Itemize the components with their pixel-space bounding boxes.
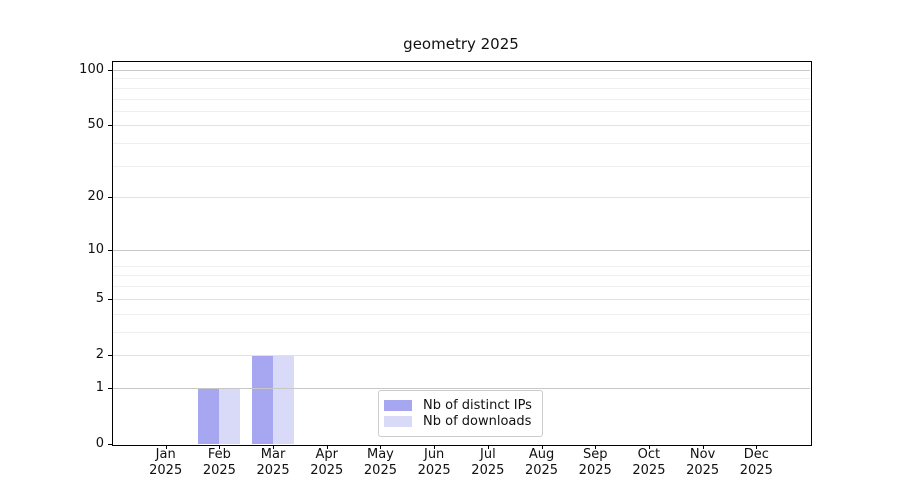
- gridline-y-7: [112, 275, 810, 277]
- gridline-y-90: [112, 78, 810, 80]
- x-tick-year: 2025: [686, 462, 720, 478]
- x-tick-sep: [595, 445, 597, 449]
- x-tick-label-dec: Dec 2025: [729, 447, 783, 478]
- y-tick-label-2: 2: [95, 346, 104, 362]
- x-tick-year: 2025: [578, 462, 612, 478]
- x-tick-label-jan: Jan 2025: [139, 447, 193, 478]
- y-tick-label-5: 5: [95, 290, 104, 306]
- bar-downloads-feb: [219, 387, 241, 444]
- x-tick-month: Dec: [743, 447, 769, 462]
- gridline-y-5: [112, 298, 810, 300]
- legend-label: Nb of distinct IPs: [423, 398, 532, 413]
- x-tick-label-feb: Feb 2025: [192, 447, 246, 478]
- x-tick-month: Jan: [155, 447, 176, 462]
- x-tick-mar: [273, 445, 275, 449]
- x-tick-label-sep: Sep 2025: [568, 447, 622, 478]
- x-tick-year: 2025: [471, 462, 505, 478]
- x-tick-label-jul: Jul 2025: [461, 447, 515, 478]
- x-tick-year: 2025: [632, 462, 666, 478]
- x-tick-apr: [326, 445, 328, 449]
- gridline-y-80: [112, 87, 810, 89]
- x-tick-dec: [756, 445, 758, 449]
- y-tick-50: [108, 125, 112, 127]
- x-tick-year: 2025: [524, 462, 559, 478]
- y-tick-20: [108, 197, 112, 199]
- x-tick-label-mar: Mar 2025: [246, 447, 300, 478]
- y-tick-5: [108, 298, 112, 300]
- x-tick-aug: [541, 445, 543, 449]
- x-tick-month: Feb: [207, 447, 231, 462]
- x-tick-month: May: [367, 447, 394, 462]
- legend-swatch-downloads: [384, 416, 412, 427]
- gridline-y-20: [112, 197, 810, 199]
- x-tick-oct: [648, 445, 650, 449]
- gridline-y-60: [112, 110, 810, 112]
- y-tick-label-100: 100: [79, 62, 104, 77]
- y-tick-2: [108, 354, 112, 356]
- x-tick-year: 2025: [310, 462, 344, 478]
- y-tick-100: [108, 70, 112, 71]
- x-tick-month: Mar: [260, 447, 286, 462]
- x-tick-label-aug: Aug 2025: [515, 447, 569, 478]
- x-tick-jun: [434, 445, 436, 449]
- x-tick-label-jun: Jun 2025: [407, 447, 461, 478]
- x-tick-year: 2025: [739, 462, 773, 478]
- y-tick-label-1: 1: [95, 379, 104, 395]
- y-tick-label-0: 0: [95, 436, 104, 451]
- x-tick-month: Apr: [315, 447, 339, 462]
- gridline-y-70: [112, 98, 810, 100]
- x-tick-jul: [487, 445, 489, 449]
- x-tick-month: Sep: [582, 447, 608, 462]
- plot-area: [112, 61, 812, 446]
- x-tick-year: 2025: [417, 462, 451, 478]
- y-tick-0: [108, 444, 112, 445]
- bar-downloads-mar: [273, 354, 295, 444]
- x-tick-may: [380, 445, 382, 449]
- gridline-y-50: [112, 125, 810, 127]
- y-tick-10: [108, 249, 112, 251]
- gridline-y-1: [112, 387, 810, 389]
- x-tick-year: 2025: [202, 462, 236, 478]
- gridline-y-4: [112, 313, 810, 315]
- y-tick-label-20: 20: [87, 189, 104, 205]
- gridline-y-40: [112, 143, 810, 145]
- x-tick-month: Jun: [423, 447, 445, 462]
- x-tick-month: Oct: [637, 447, 661, 462]
- gridline-y-100: [112, 70, 810, 71]
- x-tick-year: 2025: [256, 462, 290, 478]
- x-tick-year: 2025: [363, 462, 397, 478]
- bar-distinct-ips-mar: [252, 354, 274, 444]
- y-tick-label-10: 10: [87, 241, 104, 257]
- x-tick-year: 2025: [149, 462, 183, 478]
- legend-entry: Nb of distinct IPs: [384, 398, 537, 414]
- y-tick-label-50: 50: [87, 117, 104, 133]
- y-tick-1: [108, 387, 112, 389]
- gridline-y-3: [112, 331, 810, 333]
- x-tick-nov: [702, 445, 704, 449]
- x-tick-label-may: May 2025: [353, 447, 407, 478]
- x-tick-feb: [219, 445, 221, 449]
- gridline-y-8: [112, 265, 810, 267]
- gridline-y-2: [112, 354, 810, 356]
- x-tick-month: Aug: [528, 447, 555, 462]
- x-tick-label-oct: Oct 2025: [622, 447, 676, 478]
- bar-distinct-ips-feb: [198, 387, 220, 444]
- x-tick-month: Jul: [480, 447, 496, 462]
- gridline-y-10: [112, 249, 810, 251]
- x-tick-jan: [165, 445, 167, 449]
- chart-title: geometry 2025: [403, 35, 519, 53]
- gridline-y-30: [112, 165, 810, 167]
- x-tick-label-apr: Apr 2025: [300, 447, 354, 478]
- legend-swatch-distinct-ips: [384, 400, 412, 411]
- legend-label: Nb of downloads: [423, 414, 532, 429]
- legend-entry: Nb of downloads: [384, 414, 537, 430]
- legend: Nb of distinct IPs Nb of downloads: [378, 390, 543, 437]
- gridline-y-6: [112, 286, 810, 288]
- x-tick-month: Nov: [689, 447, 716, 462]
- x-tick-label-nov: Nov 2025: [676, 447, 730, 478]
